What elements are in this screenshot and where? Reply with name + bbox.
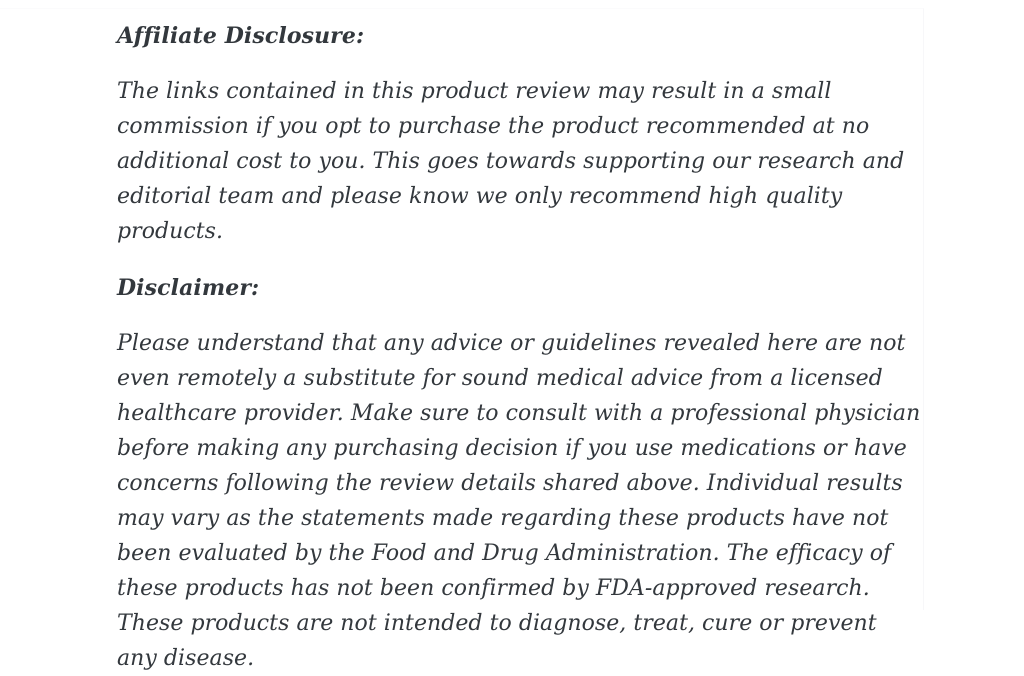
- spacer-heading-body: [117, 54, 923, 74]
- spacer-heading-body-2: [117, 306, 923, 326]
- disclaimer-heading: Disclaimer:: [117, 275, 260, 301]
- affiliate-disclosure-paragraph: The links contained in this product revi…: [117, 79, 912, 244]
- spacer-body-heading: [117, 249, 923, 271]
- disclaimer-document-page: Affiliate Disclosure: The links containe…: [117, 23, 921, 671]
- affiliate-disclosure-heading: Affiliate Disclosure:: [117, 23, 365, 49]
- document-content: Affiliate Disclosure: The links containe…: [117, 0, 923, 676]
- top-spacer: [117, 0, 923, 19]
- disclaimer-paragraph: Please understand that any advice or gui…: [117, 331, 928, 671]
